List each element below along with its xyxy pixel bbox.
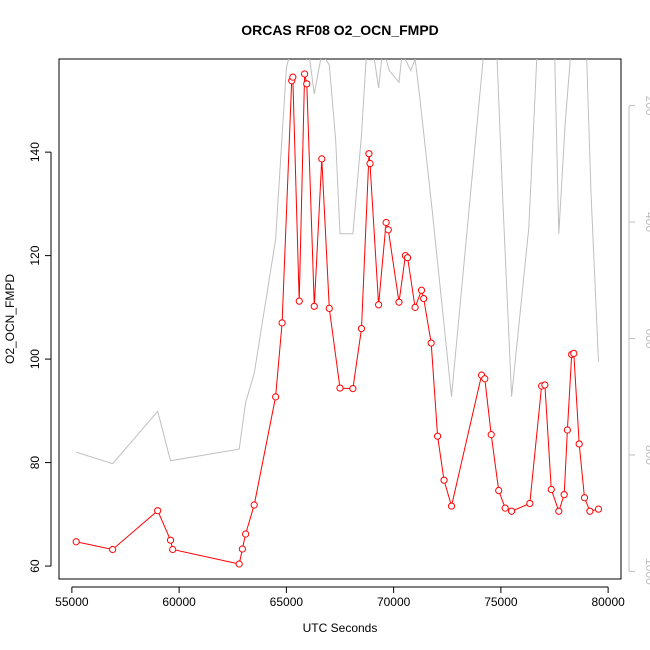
x-tick-label: 55000 (55, 595, 89, 609)
o2-point (289, 73, 297, 81)
o2-point (109, 545, 117, 554)
x-axis-label: UTC Seconds (303, 621, 378, 635)
chart-title: ORCAS RF08 O2_OCN_FMPD (241, 22, 439, 38)
o2-point (411, 303, 419, 311)
o2-point (447, 502, 456, 510)
o2-point (166, 536, 175, 544)
o2-point (382, 218, 390, 227)
x-tick-label: 75000 (484, 595, 518, 609)
o2-point (560, 491, 568, 499)
o2-point (403, 254, 412, 262)
o2-point (375, 301, 383, 309)
o2-point (169, 545, 177, 554)
o2-point (310, 302, 318, 310)
right-tick-label: 800 (643, 445, 650, 465)
o2-point (495, 486, 503, 495)
o2-point (278, 319, 286, 327)
o2-point (433, 432, 442, 440)
y-tick-label: 140 (28, 142, 42, 162)
o2-point (336, 384, 344, 392)
o2-point (384, 226, 392, 234)
o2-point (575, 440, 583, 448)
o2-point (318, 155, 326, 163)
o2-point (547, 485, 555, 494)
o2-point (366, 159, 374, 168)
o2-point (594, 505, 603, 513)
plot-area (58, 58, 622, 580)
y-tick-label: 120 (28, 245, 42, 265)
right-tick-label: 400 (643, 212, 650, 232)
o2-point (563, 426, 571, 434)
o2-point (427, 339, 435, 347)
right-axis: 200 400 600 800 1000 (628, 96, 650, 585)
o2-point (586, 507, 594, 515)
y-axis-label: O2_OCN_FMPD (3, 274, 17, 364)
y-tick-label: 60 (28, 559, 42, 573)
o2-point (250, 501, 258, 509)
pressure-line (76, 59, 599, 465)
right-tick-label: 1000 (643, 558, 650, 585)
x-tick-label: 60000 (162, 595, 196, 609)
o2-point (508, 507, 516, 515)
o2-point (272, 393, 280, 401)
o2-point (301, 70, 309, 78)
o2-point (238, 545, 247, 553)
o2-point (570, 349, 578, 358)
o2-point (541, 381, 549, 389)
series-layer (72, 59, 603, 568)
x-axis: 55000 60000 65000 70000 75000 80000 (55, 586, 625, 609)
o2-point (357, 324, 366, 333)
o2-point (349, 384, 357, 393)
o2-point (365, 150, 373, 158)
y-tick-label: 100 (28, 349, 42, 369)
o2-point (501, 504, 509, 512)
o2-point (417, 286, 426, 294)
o2-point (325, 304, 333, 312)
y-axis: 60 80 100 120 140 (28, 142, 52, 573)
x-tick-label: 80000 (591, 595, 625, 609)
o2-point (395, 298, 403, 306)
o2-point (154, 507, 162, 515)
o2-point (235, 560, 243, 568)
o2-point (242, 530, 250, 538)
right-tick-label: 600 (643, 328, 650, 348)
o2-point (580, 494, 589, 502)
o2-point (487, 431, 495, 439)
o2-point (303, 80, 311, 88)
o2-point (72, 538, 80, 546)
o2-point (481, 375, 489, 383)
right-tick-label: 200 (643, 96, 650, 116)
x-tick-label: 65000 (270, 595, 304, 609)
o2-point (555, 507, 563, 515)
x-tick-label: 70000 (377, 595, 411, 609)
o2-line (76, 73, 599, 565)
o2-point (420, 294, 428, 303)
o2-point (440, 476, 448, 484)
o2-point (526, 499, 534, 508)
o2-point (295, 297, 303, 305)
y-tick-label: 80 (28, 456, 42, 470)
